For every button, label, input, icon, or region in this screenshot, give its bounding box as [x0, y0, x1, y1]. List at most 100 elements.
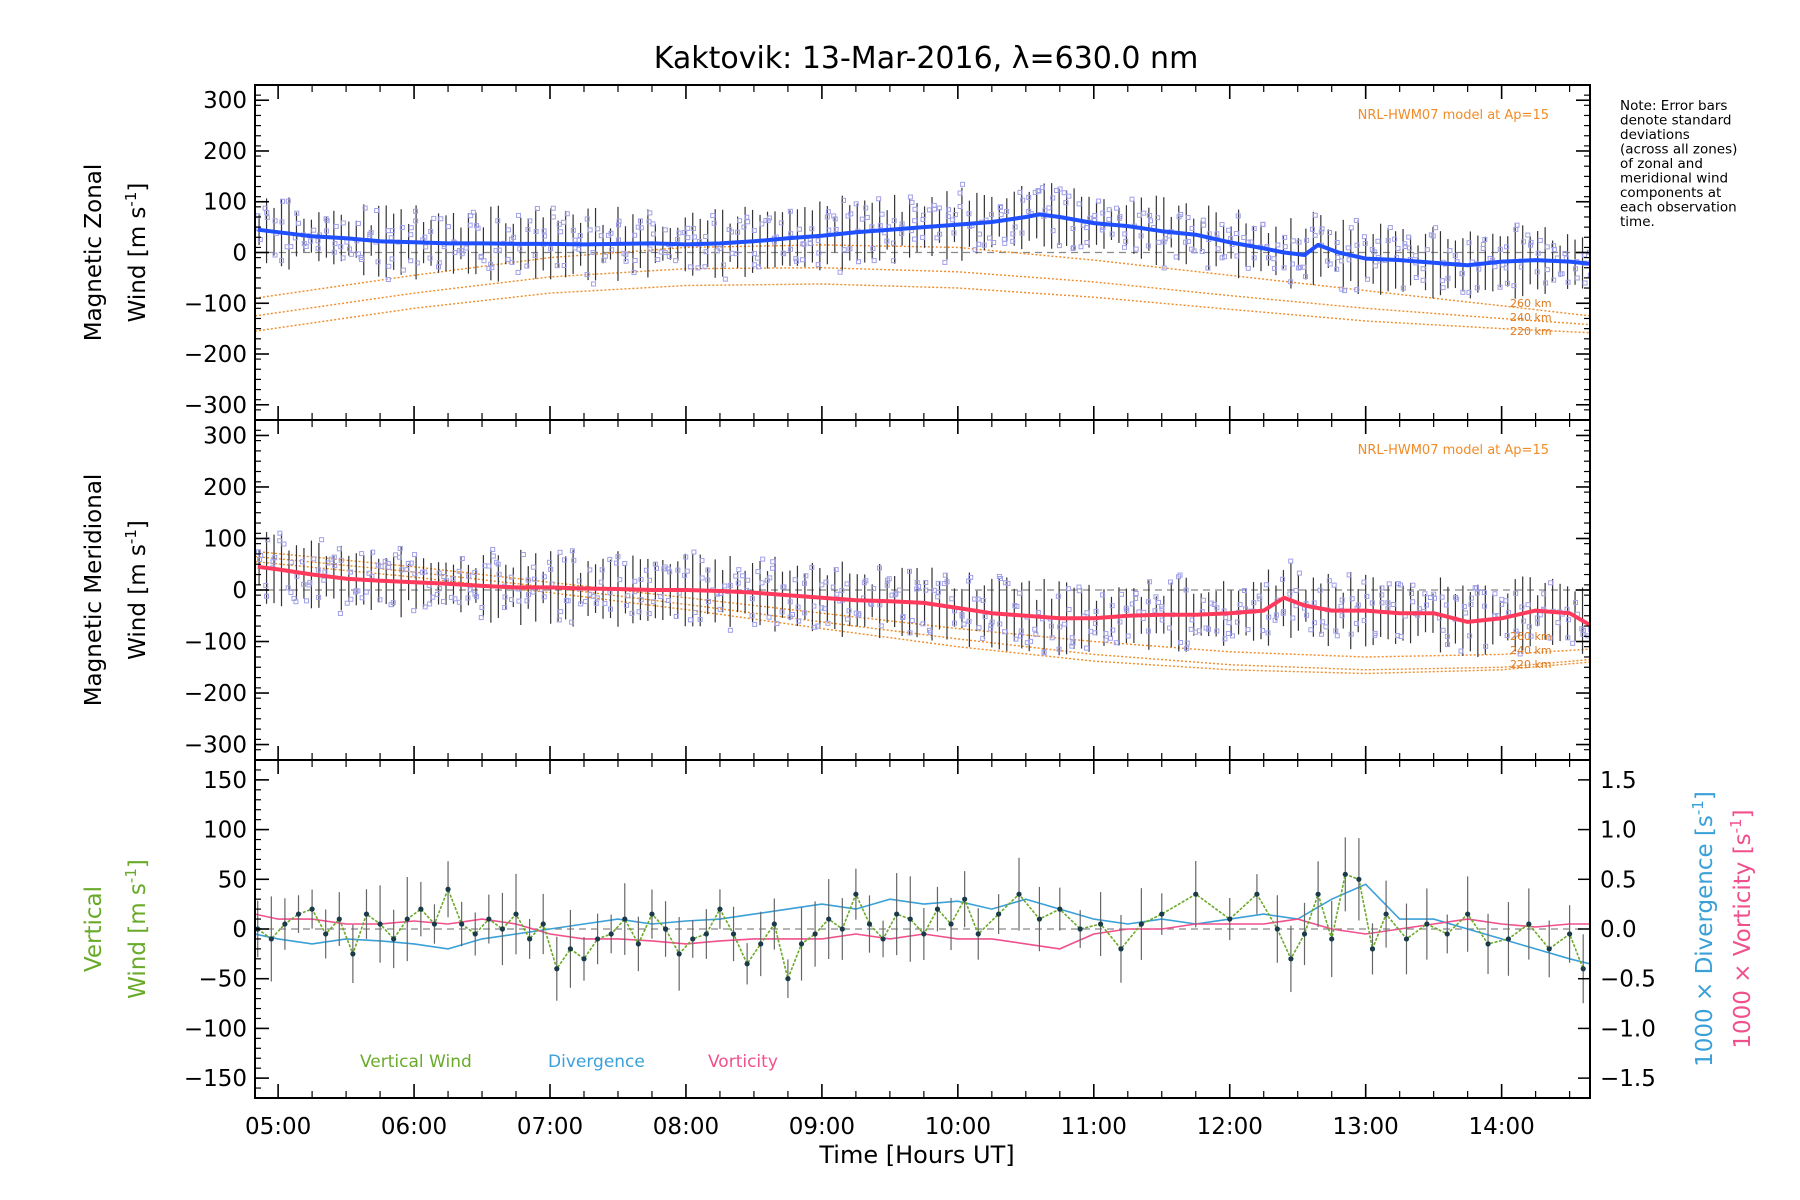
sample-point — [1069, 635, 1075, 641]
sample-point — [1467, 633, 1473, 639]
vertical-wind-line — [257, 873, 1584, 982]
sample-point — [520, 551, 526, 557]
sample-point — [1591, 613, 1595, 617]
sample-point — [315, 238, 321, 244]
sample-point — [481, 258, 487, 264]
sample-point — [1153, 594, 1159, 600]
sample-point — [1288, 279, 1294, 285]
sample-point — [1535, 620, 1541, 626]
sample-point — [306, 582, 312, 588]
sample-point — [1010, 238, 1016, 244]
sample-point — [760, 556, 766, 562]
y-axis-label-close: ] — [125, 183, 151, 192]
sample-point — [926, 207, 932, 213]
sample-point — [358, 257, 364, 263]
sample-point — [511, 234, 517, 240]
sample-point — [631, 270, 637, 276]
sample-point — [311, 556, 317, 562]
sample-point — [796, 618, 802, 624]
sample-point — [1188, 626, 1194, 632]
sample-point — [1481, 590, 1487, 596]
sample-point — [1122, 231, 1128, 237]
sample-point — [1439, 594, 1445, 600]
sample-point — [412, 571, 418, 577]
sample-point — [270, 559, 276, 565]
sample-point — [400, 267, 406, 273]
sample-point — [636, 609, 642, 615]
sample-point — [632, 578, 638, 584]
sample-point — [675, 236, 681, 242]
sample-point — [1301, 264, 1307, 270]
sample-point — [375, 562, 381, 568]
sample-point — [472, 569, 478, 575]
vertical-wind-point — [1329, 936, 1335, 942]
sample-point — [1528, 239, 1534, 245]
sample-point — [1189, 617, 1195, 623]
sample-point — [1119, 591, 1125, 597]
sample-point — [470, 209, 476, 215]
sample-point — [422, 234, 428, 240]
sample-point — [1084, 225, 1090, 231]
sample-point — [673, 258, 679, 264]
sample-point — [1280, 610, 1286, 616]
sample-point — [740, 573, 746, 579]
vertical-wind-point — [1567, 931, 1573, 937]
sample-point — [803, 573, 809, 579]
sample-point — [299, 559, 305, 565]
sample-point — [388, 235, 394, 241]
sample-point — [647, 246, 653, 252]
sample-point — [695, 265, 701, 271]
sample-point — [899, 221, 905, 227]
sample-point — [745, 219, 751, 225]
sample-point — [293, 599, 299, 605]
sample-point — [952, 212, 958, 218]
sample-point — [478, 254, 484, 260]
vertical-wind-point — [1580, 966, 1586, 972]
sample-point — [920, 621, 926, 627]
sample-point — [807, 241, 813, 247]
vertical-wind-point — [282, 921, 288, 927]
x-tick-label: 14:00 — [1468, 1114, 1534, 1140]
sample-point — [348, 569, 354, 575]
sample-point — [1225, 630, 1231, 636]
sample-point — [472, 591, 478, 597]
x-tick-label: 06:00 — [381, 1114, 447, 1140]
data-layer — [255, 181, 1590, 334]
sample-point — [569, 619, 575, 625]
sample-point — [638, 225, 644, 231]
sample-point — [389, 256, 395, 262]
sample-point — [576, 578, 582, 584]
y-axis-label-sup: -1 — [122, 868, 140, 883]
sample-point — [752, 251, 758, 257]
sample-point — [1206, 626, 1212, 632]
data-layer — [255, 530, 1595, 675]
sample-point — [764, 577, 770, 583]
sample-point — [980, 635, 986, 641]
x-tick-label: 07:00 — [517, 1114, 583, 1140]
sample-point — [825, 209, 831, 215]
sample-point — [355, 221, 361, 227]
sample-point — [558, 229, 564, 235]
y-axis-label-close: ] — [125, 859, 151, 868]
y-tick-label: −100 — [184, 1016, 247, 1042]
vertical-wind-point — [1369, 946, 1376, 952]
y-tick-label: 100 — [203, 190, 247, 216]
sample-point — [1012, 602, 1018, 608]
sample-point — [427, 255, 433, 261]
sample-point — [422, 569, 428, 575]
note-line: (across all zones) — [1620, 142, 1737, 158]
sample-point — [1108, 635, 1114, 641]
sample-point — [263, 582, 269, 588]
sample-point — [754, 255, 760, 261]
vertical-wind-point — [391, 936, 397, 942]
sample-point — [646, 577, 652, 583]
sample-point — [869, 224, 875, 230]
sample-point — [727, 627, 733, 633]
sample-point — [1361, 234, 1367, 240]
data-layer — [255, 837, 1590, 1004]
sample-point — [430, 594, 436, 600]
x-tick-label: 12:00 — [1197, 1114, 1263, 1140]
sample-point — [966, 618, 972, 624]
sample-point — [1208, 600, 1214, 606]
y-tick-label: 200 — [203, 139, 247, 165]
